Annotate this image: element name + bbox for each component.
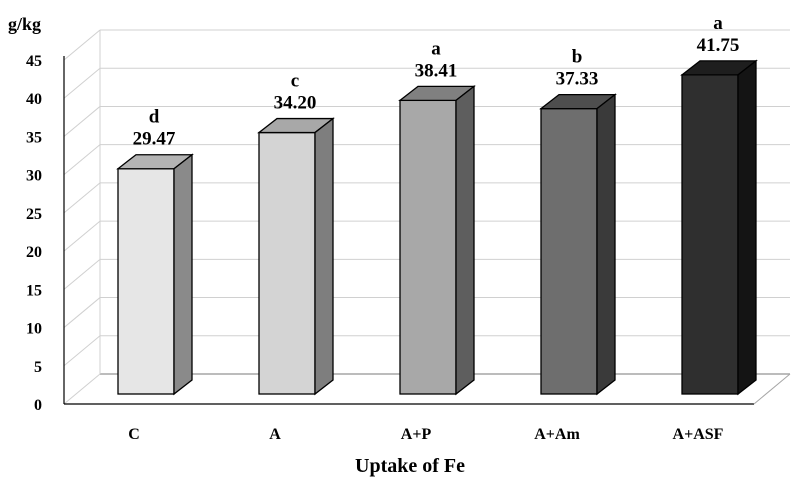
significance-letter: a — [713, 13, 723, 34]
bar-front — [117, 168, 175, 395]
gridline-depth — [63, 144, 101, 176]
y-tick-label: 20 — [26, 244, 42, 261]
bar-value-label: 38.41 — [415, 60, 458, 81]
y-tick-label: 0 — [34, 397, 42, 414]
bar-front — [258, 131, 316, 395]
floor-edge — [753, 373, 791, 405]
x-tick-label: A+P — [401, 426, 432, 443]
gridline-depth — [63, 335, 101, 367]
significance-letter: a — [431, 38, 441, 59]
y-tick-label: 30 — [26, 168, 42, 185]
bar-value-label: 34.20 — [274, 93, 317, 114]
y-tick-label: 40 — [26, 91, 42, 108]
y-tick-label: 35 — [26, 129, 42, 146]
significance-letter: c — [291, 71, 299, 92]
x-tick-label: A+Am — [534, 426, 580, 443]
gridline-depth — [63, 67, 101, 99]
gridline-depth — [63, 106, 101, 137]
value-labels: 05101520253035404529.47dC34.20cA38.41aA+… — [26, 13, 739, 443]
gridline-depth — [63, 258, 101, 290]
bars — [116, 59, 758, 396]
x-tick-label: A+ASF — [673, 426, 724, 443]
significance-letter: d — [149, 107, 160, 128]
x-tick-label: C — [128, 426, 140, 443]
x-tick-label: A — [269, 426, 281, 443]
axes — [63, 56, 791, 405]
gridline-depth — [63, 29, 101, 61]
y-tick-label: 15 — [26, 282, 42, 299]
bar-value-label: 37.33 — [556, 69, 599, 90]
bar-side — [314, 117, 334, 396]
gridline-depth — [63, 373, 101, 405]
gridline-depth — [63, 220, 101, 252]
bar-front — [399, 99, 457, 395]
bar-side — [455, 85, 475, 396]
x-axis-title: Uptake of Fe — [355, 455, 465, 477]
bar-side — [596, 93, 616, 396]
gridline-depth — [63, 182, 101, 214]
bar-value-label: 29.47 — [133, 129, 176, 150]
significance-letter: b — [572, 47, 583, 68]
y-tick-label: 10 — [26, 321, 42, 338]
bar-value-label: 41.75 — [697, 35, 740, 56]
y-tick-label: 45 — [26, 53, 42, 70]
y-axis-unit: g/kg — [8, 14, 41, 34]
bar-side — [737, 59, 757, 396]
bar-front — [540, 107, 598, 395]
y-tick-label: 25 — [26, 206, 42, 223]
bar-side — [173, 153, 193, 396]
bar-front — [681, 74, 739, 395]
gridline-depth — [63, 297, 101, 328]
y-tick-label: 5 — [34, 359, 42, 376]
